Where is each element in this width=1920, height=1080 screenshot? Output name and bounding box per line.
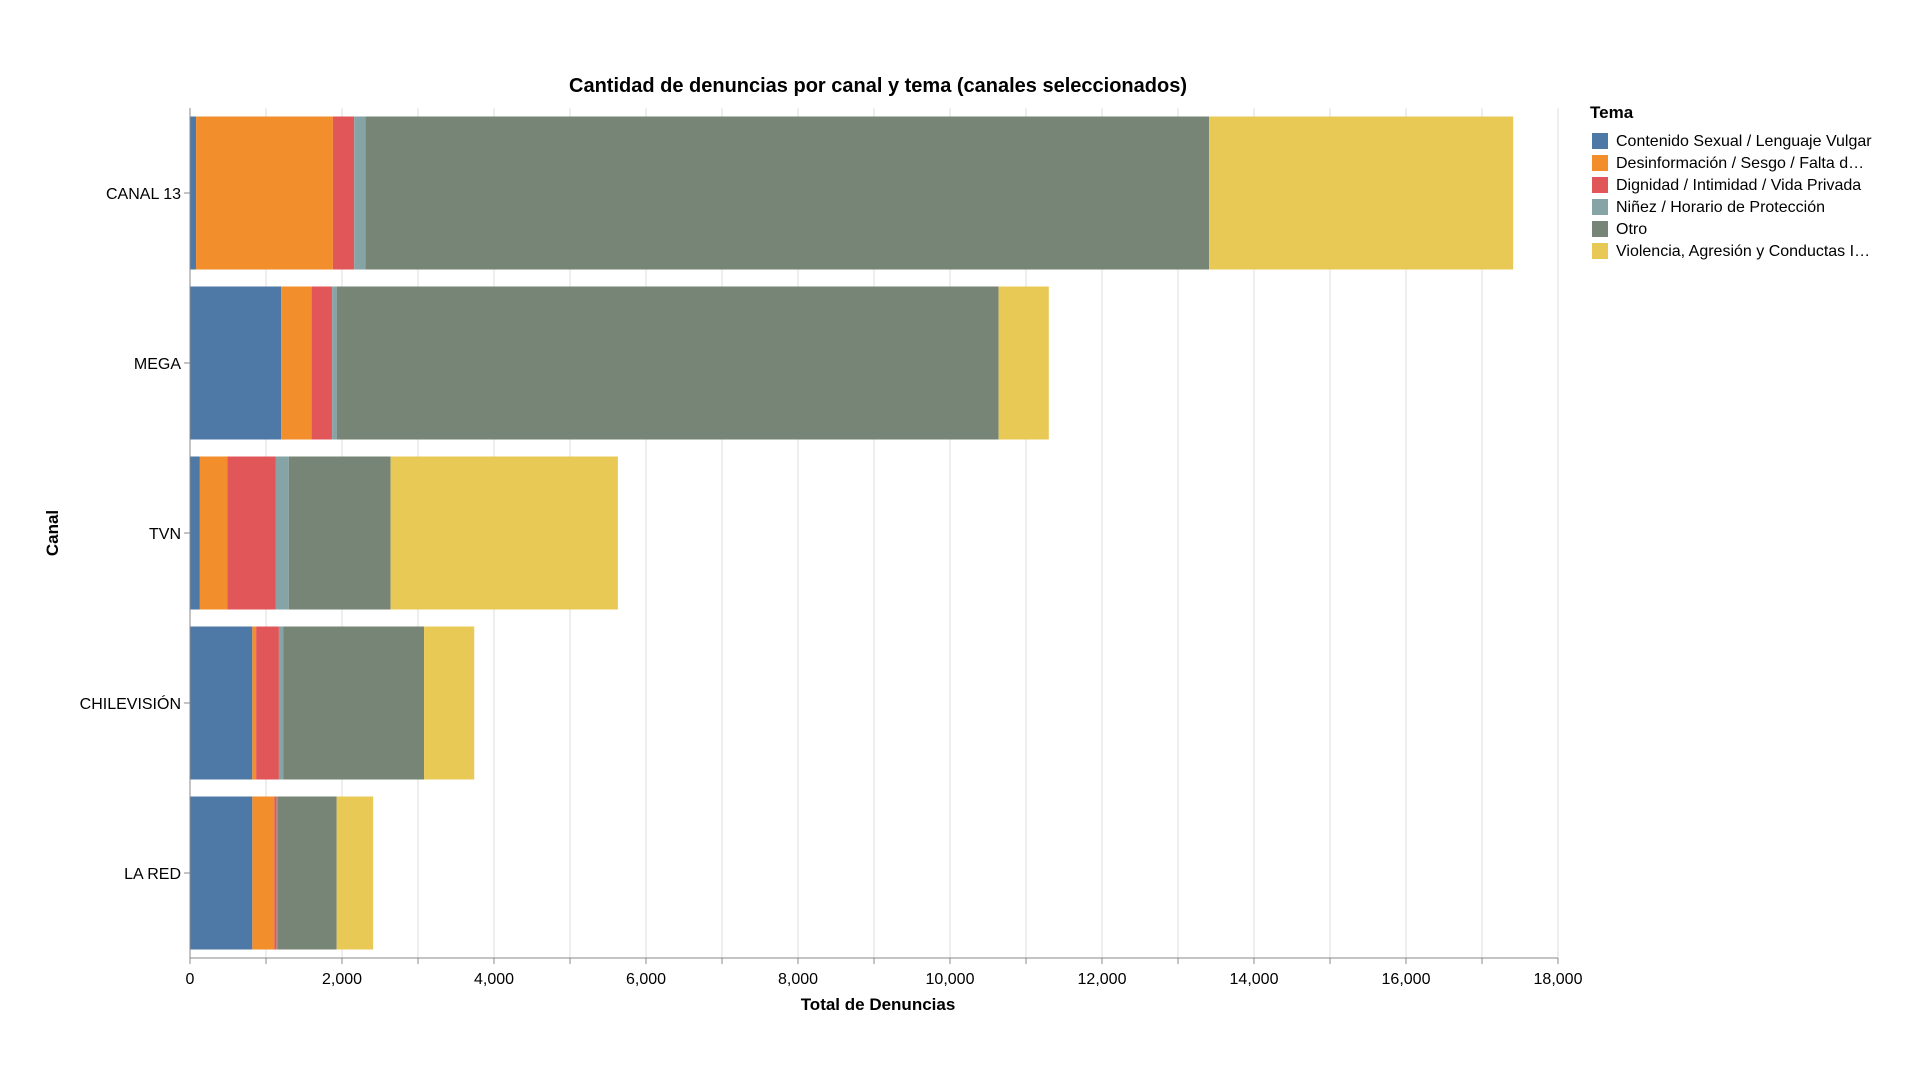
chart-title: Cantidad de denuncias por canal y tema (… — [569, 75, 1187, 97]
legend-swatch — [1592, 199, 1608, 215]
bar-segment — [332, 286, 337, 440]
y-tick-label: MEGA — [134, 356, 181, 373]
legend-swatch — [1592, 155, 1608, 171]
bar-segment — [196, 116, 333, 270]
legend-label: Contenido Sexual / Lenguaje Vulgar — [1616, 133, 1872, 150]
bar-segment — [276, 796, 278, 950]
bar-segment — [274, 796, 277, 950]
bar-segment — [1209, 116, 1514, 270]
x-tick-label: 18,000 — [1534, 971, 1583, 988]
bar-segment — [281, 286, 312, 440]
bar-segment — [365, 116, 1210, 270]
bar-segment — [278, 626, 284, 780]
x-tick-label: 16,000 — [1382, 971, 1431, 988]
bar-segment — [190, 626, 253, 780]
bar-segment — [199, 456, 228, 610]
bar-segment — [256, 626, 279, 780]
legend-swatch — [1592, 133, 1608, 149]
y-tick-label: LA RED — [124, 866, 181, 883]
y-tick-label: CHILEVISIÓN — [80, 694, 181, 713]
bar-segment — [390, 456, 618, 610]
y-axis-title: Canal — [43, 510, 62, 556]
legend: Tema Contenido Sexual / Lenguaje Vulgar D… — [1590, 103, 1872, 260]
legend-swatch — [1592, 177, 1608, 193]
x-tick-label: 0 — [186, 971, 195, 988]
bar-segment — [283, 626, 425, 780]
bar-segment — [277, 796, 337, 950]
bar-segment — [998, 286, 1049, 440]
bar-segment — [227, 456, 276, 610]
legend-label: Violencia, Agresión y Conductas I… — [1616, 243, 1870, 260]
bar-segment — [354, 116, 366, 270]
bar-segment — [424, 626, 475, 780]
legend-swatch — [1592, 221, 1608, 237]
bar-segment — [190, 796, 253, 950]
legend-label: Otro — [1616, 221, 1647, 238]
x-tick-label: 10,000 — [926, 971, 975, 988]
bar-segment — [288, 456, 391, 610]
legend-label: Niñez / Horario de Protección — [1616, 199, 1825, 216]
x-tick-label: 6,000 — [626, 971, 666, 988]
bar-segment — [252, 796, 275, 950]
bar-segment — [311, 286, 333, 440]
legend-label: Desinformación / Sesgo / Falta d… — [1616, 155, 1864, 172]
bar-segment — [252, 626, 257, 780]
y-tick-label: CANAL 13 — [106, 186, 181, 203]
x-tick-label: 2,000 — [322, 971, 362, 988]
bar-segment — [275, 456, 289, 610]
x-tick-label: 14,000 — [1230, 971, 1279, 988]
x-tick-label: 4,000 — [474, 971, 514, 988]
x-tick-label: 12,000 — [1078, 971, 1127, 988]
bar-segment — [336, 796, 374, 950]
legend-swatch — [1592, 243, 1608, 259]
x-tick-label: 8,000 — [778, 971, 818, 988]
bars — [190, 116, 1514, 950]
y-tick-label: TVN — [149, 526, 181, 543]
bar-segment — [332, 116, 355, 270]
bar-segment — [190, 116, 197, 270]
bar-segment — [336, 286, 999, 440]
legend-title: Tema — [1590, 103, 1634, 122]
bar-segment — [190, 456, 200, 610]
x-axis-title: Total de Denuncias — [801, 995, 956, 1014]
legend-label: Dignidad / Intimidad / Vida Privada — [1616, 177, 1861, 194]
axes: 0 2,000 4,000 6,000 8,000 10,000 12,000 14,000 1… — [80, 108, 1583, 988]
bar-segment — [190, 286, 282, 440]
